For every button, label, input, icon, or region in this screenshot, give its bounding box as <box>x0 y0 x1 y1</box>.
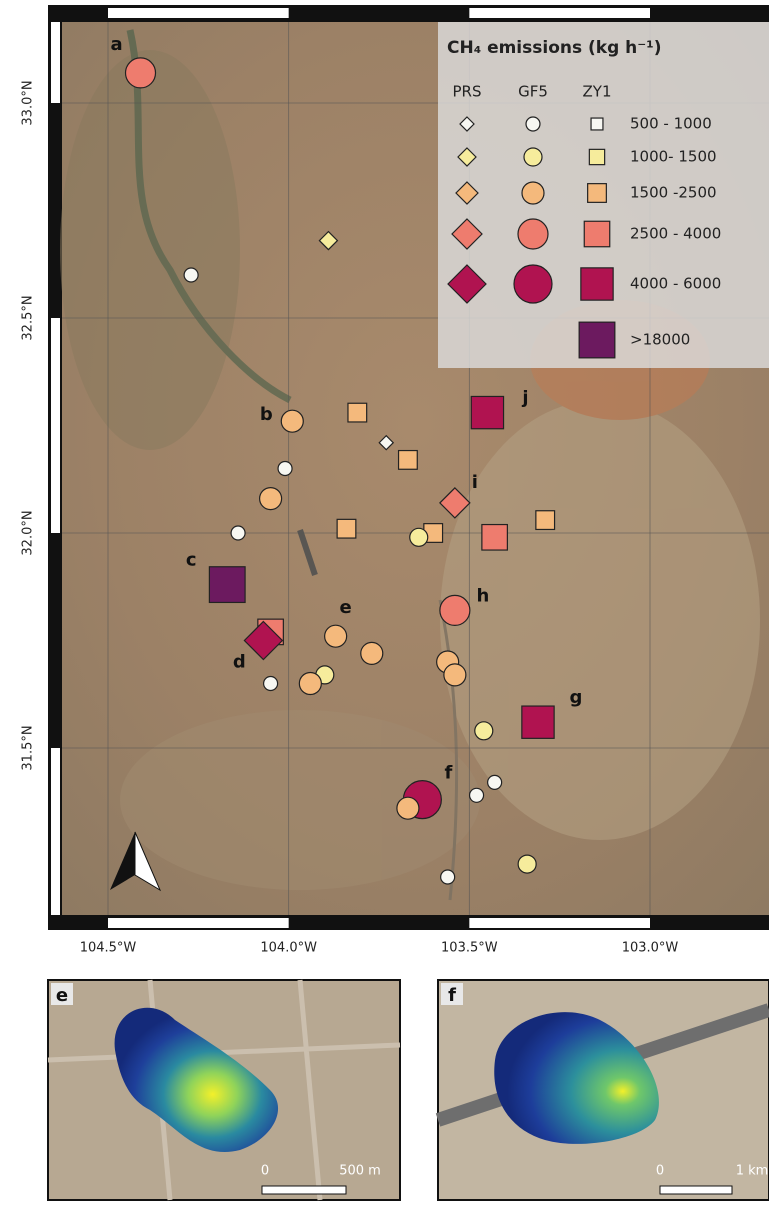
legend-class-label: 1000- 1500 <box>630 148 717 166</box>
circle-marker <box>281 410 303 432</box>
legend-class-label: >18000 <box>630 331 690 349</box>
circle-marker <box>488 775 502 789</box>
circle-marker <box>264 677 278 691</box>
legend-class-label: 1500 -2500 <box>630 184 717 202</box>
frame-segment <box>108 918 289 928</box>
square-marker <box>399 451 418 470</box>
square-marker <box>482 525 508 551</box>
site-label: j <box>521 388 528 409</box>
square-marker <box>589 149 604 164</box>
circle-marker <box>397 797 419 819</box>
frame-segment <box>469 918 650 928</box>
frame-segment <box>51 22 60 103</box>
site-label: e <box>340 597 352 618</box>
site-label: h <box>476 585 489 606</box>
circle-marker <box>441 870 455 884</box>
circle-marker <box>518 855 536 873</box>
site-label: i <box>472 472 478 493</box>
circle-marker <box>299 673 321 695</box>
square-marker <box>536 511 555 530</box>
square-marker <box>579 322 615 358</box>
lon-tick-label: 104.5°W <box>80 941 137 956</box>
circle-marker <box>260 488 282 510</box>
legend-sensor: GF5 <box>518 83 548 101</box>
lon-tick-label: 103.5°W <box>441 941 498 956</box>
square-marker <box>522 706 554 738</box>
circle-marker <box>518 219 548 249</box>
circle-marker <box>514 265 552 303</box>
circle-marker <box>522 182 544 204</box>
site-label: b <box>260 404 273 425</box>
lat-tick-label: 32.5°N <box>21 295 36 340</box>
lon-tick-label: 104.0°W <box>260 941 317 956</box>
circle-marker <box>440 595 470 625</box>
circle-marker <box>126 58 156 88</box>
circle-marker <box>410 528 428 546</box>
circle-marker <box>325 625 347 647</box>
circle-marker <box>524 148 542 166</box>
scale-label: 500 m <box>339 1164 381 1179</box>
circle-marker <box>444 664 466 686</box>
square-marker <box>337 519 356 538</box>
square-marker <box>588 184 607 203</box>
circle-marker <box>361 642 383 664</box>
scale-label: 0 <box>656 1164 664 1179</box>
frame-segment <box>108 8 289 18</box>
circle-marker <box>475 722 493 740</box>
site-label: g <box>570 687 583 708</box>
square-marker <box>584 221 610 247</box>
legend-class-label: 2500 - 4000 <box>630 225 721 243</box>
lat-tick-label: 33.0°N <box>21 80 36 125</box>
scale-label: 0 <box>261 1164 269 1179</box>
square-marker <box>209 567 245 603</box>
lon-tick-label: 103.0°W <box>622 941 679 956</box>
inset-f <box>438 980 769 1200</box>
lat-tick-label: 32.0°N <box>21 510 36 555</box>
frame-segment <box>51 748 60 915</box>
inset-label: f <box>448 985 456 1006</box>
lat-tick-label: 31.5°N <box>21 725 36 770</box>
square-marker <box>348 403 367 422</box>
square-marker <box>471 396 503 428</box>
inset-label: e <box>56 985 68 1006</box>
circle-marker <box>470 788 484 802</box>
square-marker <box>581 268 613 300</box>
circle-marker <box>278 462 292 476</box>
square-marker <box>591 118 603 130</box>
circle-marker <box>526 117 540 131</box>
legend-title: CH₄ emissions (kg h⁻¹) <box>447 38 661 58</box>
frame-segment <box>469 8 650 18</box>
site-label: c <box>186 550 197 571</box>
frame-segment <box>51 318 60 533</box>
circle-marker <box>184 268 198 282</box>
site-label: d <box>233 652 246 673</box>
site-label: f <box>444 763 452 784</box>
legend-class-label: 4000 - 6000 <box>630 275 721 293</box>
scale-label: 1 km <box>736 1164 769 1179</box>
legend-sensor: PRS <box>453 83 482 101</box>
circle-marker <box>231 526 245 540</box>
figure: CH₄ emissions (kg h⁻¹) PRS GF5 ZY1 500 - 10… <box>0 0 769 1214</box>
site-label: a <box>110 34 122 55</box>
legend-class-label: 500 - 1000 <box>630 115 712 133</box>
legend-sensor: ZY1 <box>583 83 612 101</box>
